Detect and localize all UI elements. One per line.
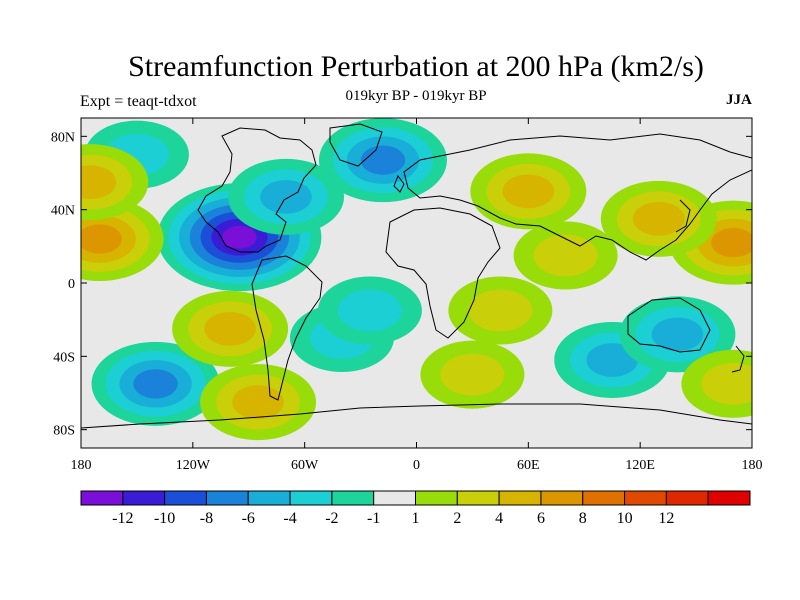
colorbar-label: -8	[200, 510, 213, 527]
lat-tick-label: 40S	[53, 350, 75, 365]
field-anomaly-8	[317, 276, 422, 345]
field-contour-band	[81, 165, 117, 200]
chart-subtitle: 019kyr BP - 019kyr BP	[345, 88, 487, 104]
colorbar-box	[122, 490, 166, 506]
field-contour-band	[440, 353, 505, 396]
lon-tick-label: 180	[71, 458, 92, 473]
colorbar-label: 10	[617, 510, 633, 527]
lon-tick-label: 120W	[176, 458, 211, 473]
field-anomaly-16	[420, 340, 525, 409]
field-contour-band	[232, 385, 284, 420]
chart-title: Streamfunction Perturbation at 200 hPa (…	[128, 50, 704, 83]
field-anomaly-17	[681, 349, 752, 418]
season-label: JJA	[726, 92, 752, 108]
coast-africa	[385, 207, 501, 339]
colorbar-label: -10	[154, 510, 175, 527]
field-contour-band	[81, 224, 122, 254]
coast-australia	[627, 297, 711, 353]
field-anomaly-11	[600, 180, 717, 257]
colorbar-label: 6	[537, 510, 545, 527]
colorbar-box	[540, 490, 584, 506]
coast-japan	[675, 199, 691, 233]
colorbar-label: 8	[579, 510, 587, 527]
longitude-ticks: 180 120W 60W 0 60E 120E 180	[71, 118, 763, 473]
colorbar-label: 2	[453, 510, 461, 527]
field-anomaly-2	[318, 118, 447, 203]
coast-uk	[393, 174, 405, 193]
coast-south-america	[251, 255, 323, 401]
field-anomaly-14	[172, 290, 289, 367]
colorbar-boxes	[80, 490, 751, 506]
colorbar-box	[624, 490, 667, 506]
coast-europe-asia	[403, 133, 752, 261]
field-contour-band	[360, 145, 406, 175]
field-anomaly-4	[91, 341, 220, 426]
colorbar-label: -4	[283, 510, 296, 527]
coast-north-america	[197, 127, 317, 253]
colorbar-label: -1	[367, 510, 380, 527]
field-contour-band	[337, 289, 402, 332]
lat-tick-label: 80S	[53, 424, 75, 439]
colorbar-box	[665, 490, 709, 506]
colorbar-box	[80, 490, 124, 506]
field-anomaly-7	[619, 296, 736, 373]
colorbar-label: -6	[242, 510, 255, 527]
colorbar-label: 12	[658, 510, 674, 527]
field-contour-band	[711, 228, 752, 258]
field-contour-band	[222, 225, 257, 249]
field-contour-band	[468, 289, 533, 332]
coast-new-zealand	[731, 345, 745, 373]
lat-tick-label: 80N	[51, 130, 75, 145]
colorbar-label: 4	[495, 510, 503, 527]
colorbar-box	[373, 490, 416, 506]
colorbar-box	[498, 490, 542, 506]
coastlines	[81, 123, 752, 429]
field-contour-band	[204, 311, 256, 346]
colorbar-box	[289, 490, 333, 506]
latitude-ticks: 80N 40N 0 40S 80S	[51, 130, 752, 439]
field-contour-band	[633, 201, 685, 236]
field-anomaly-18	[448, 276, 553, 345]
lon-tick-label: 60E	[517, 458, 540, 473]
lon-tick-label: 60W	[291, 458, 319, 473]
colorbar-label: -12	[112, 510, 133, 527]
colorbar-box	[415, 490, 458, 506]
field-contour-band	[133, 369, 178, 399]
field-anomaly-1	[228, 158, 345, 235]
streamfunction-field	[81, 118, 752, 441]
colorbar-label: 1	[412, 510, 420, 527]
colorbar-labels: -12 -10 -8 -6 -4 -2 -1 1 2 4 6 8 10 12	[112, 510, 674, 527]
field-contour-band	[651, 317, 704, 352]
colorbar-box	[331, 490, 375, 506]
field-contour-band	[260, 179, 312, 214]
colorbar-box	[164, 490, 207, 506]
lon-tick-label: 120E	[625, 458, 655, 473]
colorbar-box	[707, 490, 751, 506]
colorbar-box	[582, 490, 626, 506]
colorbar-box	[247, 490, 291, 506]
coast-greenland	[329, 123, 383, 167]
field-contour-band	[586, 343, 638, 377]
colorbar-box	[456, 490, 500, 506]
coast-antarctica	[81, 403, 752, 429]
experiment-label: Expt = teaqt-tdxot	[80, 93, 197, 110]
field-anomaly-15	[81, 144, 149, 221]
field-anomaly-12	[470, 153, 587, 230]
colorbar-label: -2	[325, 510, 338, 527]
lon-tick-label: 0	[413, 458, 420, 473]
field-contour-band	[502, 174, 555, 209]
field-contour-band	[701, 362, 752, 405]
lat-tick-label: 40N	[51, 204, 75, 219]
lat-tick-label: 0	[68, 277, 75, 292]
lon-tick-label: 180	[742, 458, 763, 473]
colorbar-box	[205, 490, 249, 506]
